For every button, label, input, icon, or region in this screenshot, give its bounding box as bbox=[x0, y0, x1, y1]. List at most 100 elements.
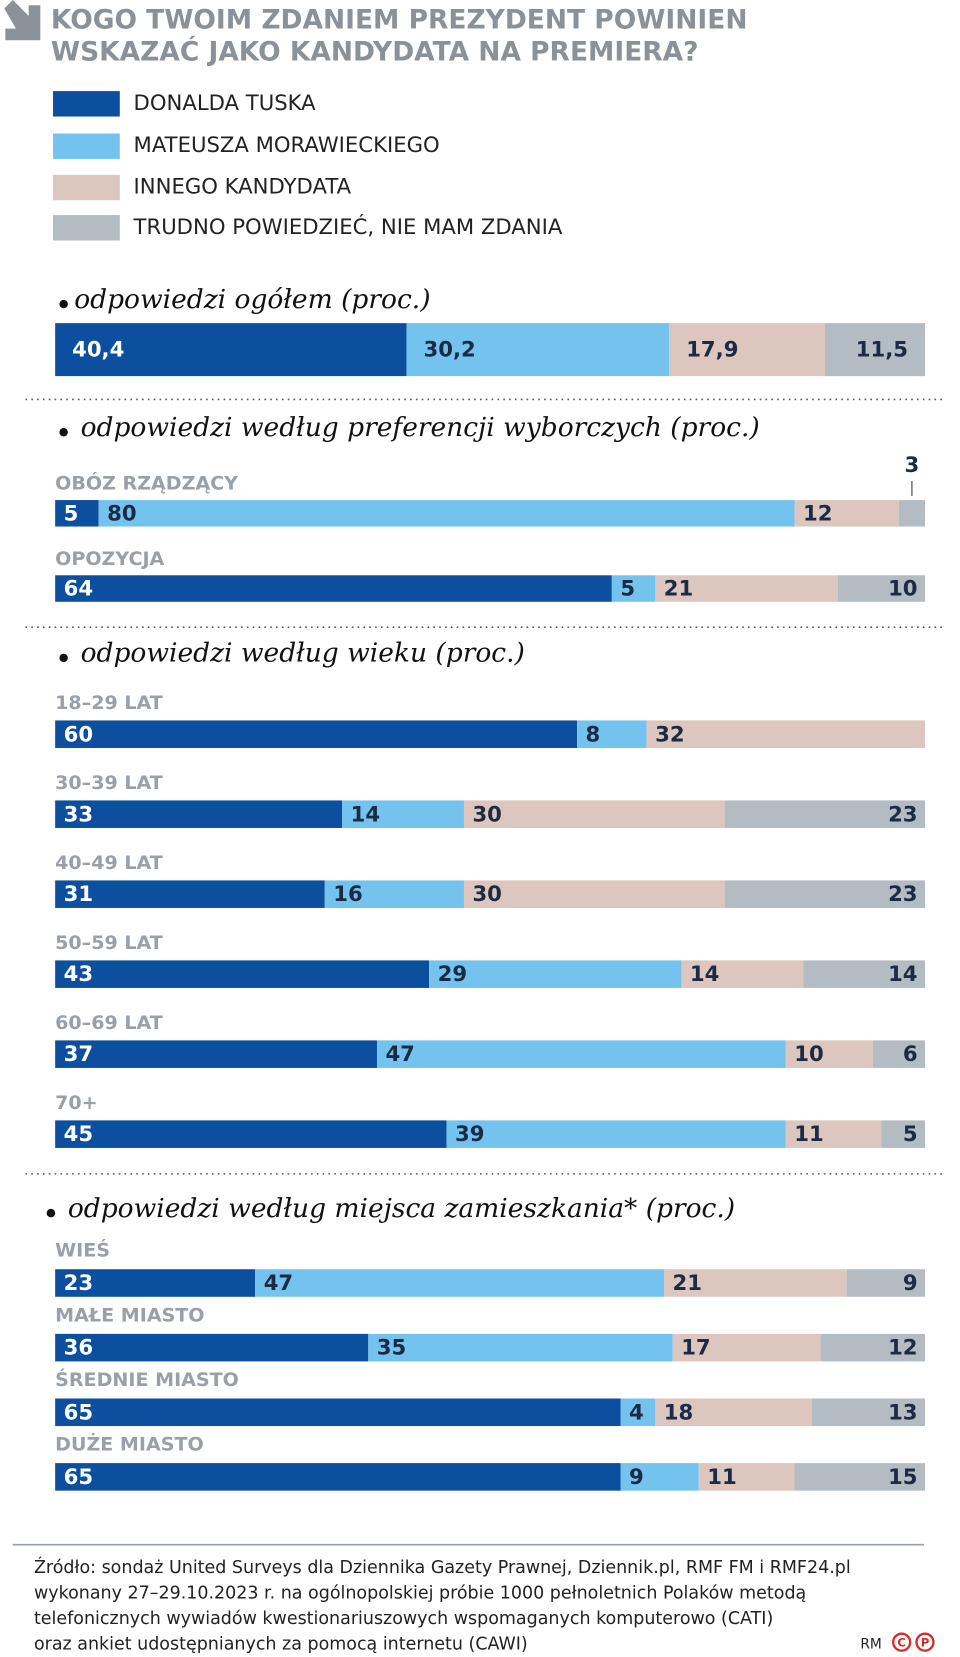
bar-segment bbox=[255, 1269, 665, 1297]
bar-segment bbox=[406, 323, 670, 377]
logo: RM bbox=[860, 1636, 881, 1652]
section-subtitle: odpowiedzi według preferencji wyborczych… bbox=[81, 412, 760, 443]
value-label: 23 bbox=[888, 881, 917, 906]
bar-segment bbox=[611, 575, 656, 602]
value-label: 8 bbox=[586, 721, 601, 746]
bar-segment bbox=[724, 880, 925, 908]
section-subtitle: odpowiedzi ogółem (proc.) bbox=[74, 284, 430, 315]
bar-segment bbox=[55, 1040, 377, 1068]
legend-swatch bbox=[53, 174, 120, 201]
bar-segment bbox=[698, 1463, 795, 1491]
value-label: 6 bbox=[903, 1041, 918, 1066]
category-label: 40–49 LAT bbox=[55, 852, 163, 874]
value-label: 37 bbox=[64, 1041, 93, 1066]
source: telefonicznych wywiadów kwestionariuszow… bbox=[34, 1609, 773, 1629]
value-label: 18 bbox=[664, 1399, 693, 1424]
value-label: 23 bbox=[888, 801, 917, 826]
category-label: 30–39 LAT bbox=[55, 772, 163, 794]
bar-segment bbox=[881, 1120, 925, 1148]
bar-segment bbox=[55, 500, 99, 527]
value-label: 14 bbox=[888, 961, 917, 986]
bar-segment bbox=[669, 323, 825, 377]
value-label: 30,2 bbox=[424, 337, 476, 362]
value-label: 11 bbox=[794, 1121, 823, 1146]
value-label: 45 bbox=[64, 1121, 93, 1146]
category-label: 50–59 LAT bbox=[55, 932, 163, 954]
bar-segment bbox=[55, 1463, 621, 1491]
value-label: 80 bbox=[107, 500, 136, 525]
bar-segment bbox=[55, 1398, 621, 1427]
legend-swatch bbox=[53, 91, 120, 117]
category-label: 70+ bbox=[55, 1092, 98, 1114]
legend-swatch bbox=[53, 133, 120, 159]
value-label: 11,5 bbox=[856, 337, 908, 362]
category-label: WIEŚ bbox=[55, 1238, 110, 1262]
bullet bbox=[59, 428, 68, 437]
arrow-icon bbox=[4, 0, 41, 41]
bar-segment bbox=[98, 500, 795, 527]
bar-segment bbox=[672, 1333, 821, 1362]
bar-segment bbox=[872, 1040, 925, 1068]
bar-segment bbox=[655, 1398, 812, 1427]
category-label: OBÓZ RZĄDZĄCY bbox=[55, 471, 238, 495]
bar-segment bbox=[803, 960, 925, 988]
value-label: 5 bbox=[903, 1121, 918, 1146]
value-label: 31 bbox=[64, 881, 93, 906]
value-label: 32 bbox=[655, 721, 684, 746]
section-subtitle: odpowiedzi według miejsca zamieszkania* … bbox=[68, 1193, 735, 1224]
value-label: 36 bbox=[64, 1335, 93, 1360]
bar-segment bbox=[55, 1333, 369, 1362]
value-label: 39 bbox=[455, 1121, 484, 1146]
bar-segment bbox=[824, 323, 925, 377]
value-label: 40,4 bbox=[72, 337, 124, 362]
bar-segment bbox=[620, 1463, 699, 1491]
legend-label: DONALDA TUSKA bbox=[134, 90, 317, 115]
bar-segment bbox=[55, 960, 430, 988]
value-label: 23 bbox=[64, 1270, 93, 1295]
value-label: 65 bbox=[64, 1464, 93, 1489]
bar-segment bbox=[846, 1269, 925, 1297]
value-label: 30 bbox=[472, 881, 501, 906]
value-label: 17,9 bbox=[686, 337, 738, 362]
logo: C bbox=[897, 1636, 906, 1650]
bar-segment bbox=[811, 1398, 925, 1427]
bar-segment bbox=[898, 500, 925, 527]
source: wykonany 27–29.10.2023 r. na ogólnopolsk… bbox=[34, 1583, 806, 1603]
bullet bbox=[46, 1208, 56, 1218]
bar-segment bbox=[785, 1040, 873, 1068]
value-label: 35 bbox=[377, 1335, 406, 1360]
bar-segment bbox=[794, 500, 899, 527]
bar-segment bbox=[681, 960, 804, 988]
bar-segment bbox=[342, 800, 464, 828]
category-label: MAŁE MIASTO bbox=[55, 1304, 204, 1326]
category-label: 18–29 LAT bbox=[55, 692, 163, 714]
value-label: 10 bbox=[794, 1041, 823, 1066]
bar-segment bbox=[620, 1398, 656, 1427]
value-label: 47 bbox=[264, 1270, 293, 1295]
value-label: 10 bbox=[888, 576, 917, 601]
bar-segment bbox=[837, 575, 925, 602]
bullet bbox=[59, 299, 68, 309]
bar-segment bbox=[664, 1269, 847, 1297]
value-label: 12 bbox=[888, 1335, 917, 1360]
chart-title: WSKAZAĆ JAKO KANDYDATA NA PREMIERA? bbox=[51, 35, 699, 67]
value-label: 5 bbox=[620, 576, 635, 601]
bullet bbox=[59, 653, 68, 663]
legend-label: TRUDNO POWIEDZIEĆ, NIE MAM ZDANIA bbox=[133, 214, 563, 239]
value-label: 14 bbox=[351, 801, 380, 826]
bar-segment bbox=[324, 880, 464, 908]
bar-segment bbox=[55, 1120, 447, 1148]
bar-segment bbox=[446, 1120, 786, 1148]
bar-segment bbox=[55, 720, 578, 748]
value-label: 4 bbox=[629, 1399, 644, 1424]
value-label: 43 bbox=[64, 961, 93, 986]
bar-segment bbox=[463, 800, 725, 828]
value-label: 14 bbox=[690, 961, 719, 986]
value-label: 16 bbox=[333, 881, 362, 906]
value-label: 9 bbox=[903, 1270, 918, 1295]
value-label: 9 bbox=[629, 1464, 644, 1489]
value-label: 29 bbox=[438, 961, 467, 986]
category-label: 60–69 LAT bbox=[55, 1012, 163, 1034]
bar-segment bbox=[577, 720, 647, 748]
source: oraz ankiet udostępnianych za pomocą int… bbox=[34, 1634, 528, 1654]
